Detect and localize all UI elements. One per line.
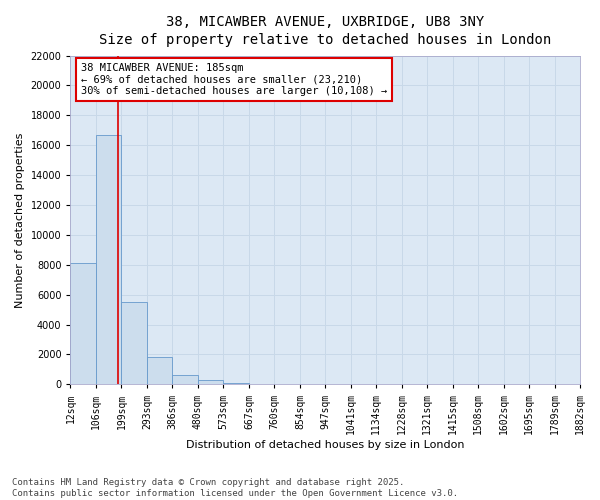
Title: 38, MICAWBER AVENUE, UXBRIDGE, UB8 3NY
Size of property relative to detached hou: 38, MICAWBER AVENUE, UXBRIDGE, UB8 3NY S… (99, 15, 551, 48)
Text: Contains HM Land Registry data © Crown copyright and database right 2025.
Contai: Contains HM Land Registry data © Crown c… (12, 478, 458, 498)
Bar (172, 374, 198, 384)
Bar (147, 358, 172, 384)
Y-axis label: Number of detached properties: Number of detached properties (15, 132, 25, 308)
Bar (223, 383, 249, 384)
Bar (198, 380, 223, 384)
Text: 38 MICAWBER AVENUE: 185sqm
← 69% of detached houses are smaller (23,210)
30% of : 38 MICAWBER AVENUE: 185sqm ← 69% of deta… (81, 63, 387, 96)
X-axis label: Distribution of detached houses by size in London: Distribution of detached houses by size … (186, 440, 464, 450)
Bar (121, 302, 147, 384)
Bar (70, 263, 96, 384)
Bar (96, 134, 121, 384)
